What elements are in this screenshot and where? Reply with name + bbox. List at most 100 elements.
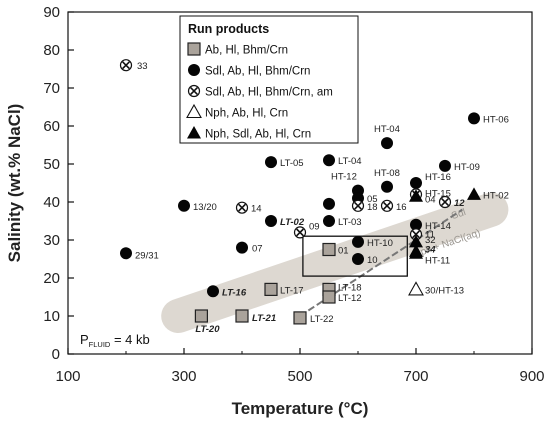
square-marker [322,242,336,257]
point-label: HT-09 [454,162,480,173]
point-label: 14 [251,204,262,215]
marker-tri_fill [467,187,481,200]
marker-tri_open [186,103,202,119]
marker-sq [264,282,278,296]
point-label: LT-21 [252,313,276,324]
filled-circle-marker [381,137,393,150]
marker-dot [207,285,219,298]
x-tick-label: 500 [287,368,312,385]
point-label: HT-12 [331,172,357,183]
y-tick-label: 10 [43,308,60,325]
open-triangle-marker [408,281,424,296]
filled-triangle-marker [187,126,201,139]
marker-sq [322,290,336,304]
filled-circle-marker [410,177,422,189]
pressure-note-text: PFLUID = 4 kb [80,332,150,349]
square-marker [264,282,278,296]
crossed-circle-cross [190,87,198,95]
marker-tri_fill [409,234,423,248]
point-label: HT-06 [483,114,509,125]
point-label: 33 [137,61,148,72]
pressure-note-symbol: P [80,332,89,347]
marker-dot [120,247,132,260]
point-label: 01 [338,246,349,257]
legend-item-label: Sdl, Ab, Hl, Bhm/Crn, am [205,87,333,99]
crossed-circle-cross [238,203,246,212]
point-label: LT-03 [338,217,362,228]
marker-xdot [119,59,133,72]
x-tick-label: 300 [171,368,196,385]
marker-sq [322,242,336,257]
y-tick-label: 20 [43,270,60,287]
point-label: LT-02 [280,217,305,228]
crossed-circle-cross [441,198,449,206]
pressure-note-value: = 4 kb [110,332,149,347]
pressure-note: PFLUID = 4 kb [80,332,150,349]
filled-circle-marker [381,180,393,193]
point-label: 10 [367,255,378,266]
stability-band [161,192,509,333]
marker-dot [410,177,422,189]
marker-xdot [380,199,394,212]
point-label: HT-16 [425,172,451,183]
y-tick-label: 70 [43,80,60,97]
y-tick-label: 90 [43,4,60,21]
point-label: 32 [425,235,436,246]
square-marker [322,290,336,304]
marker-xdot [187,84,201,98]
marker-xdot [438,195,452,209]
marker-dot [178,199,190,212]
y-tick-label: 80 [43,42,60,59]
point-label: 07 [252,244,263,255]
marker-tri_open [408,281,424,296]
marker-tri_fill [187,126,201,139]
point-label: 11 [425,229,435,240]
point-label: LT-12 [338,293,362,304]
y-axis-title: Salinity (wt.% NaCl) [5,104,24,263]
point-label: 09 [309,221,320,232]
filled-circle-marker [236,241,248,254]
point-label: LT-20 [195,324,220,335]
marker-dot [381,137,393,150]
point-label: 34 [425,244,436,255]
legend-item-label: Nph, Sdl, Ab, Hl, Crn [205,129,311,141]
x-tick-label: 100 [55,368,80,385]
crossed-circle-cross [122,61,130,70]
marker-xdot [235,201,249,214]
highlight-box-layer [302,235,408,277]
band-label-upper: Sdl [450,207,467,222]
square-marker [235,309,249,323]
legend-item-label: Ab, Hl, Bhm/Crn [205,45,288,57]
filled-triangle-marker [409,189,423,202]
point-label: 04 [425,194,436,205]
point-label: 30/HT-13 [425,285,464,296]
marker-dot [439,159,451,172]
point-label: HT-02 [483,190,509,201]
crossed-circle-cross [412,230,420,239]
marker-dot [352,253,364,265]
marker-dot [265,215,277,227]
marker-dot [265,156,277,169]
filled-circle-marker [265,215,277,227]
filled-circle-marker [439,159,451,172]
open-triangle-marker [186,103,202,119]
filled-circle-marker [410,218,422,231]
crossed-circle-cross [354,201,362,210]
y-tick-label: 50 [43,156,60,173]
marker-sq [235,309,249,323]
filled-circle-marker [323,215,335,227]
point-label: 18 [367,202,378,213]
marker-dot [381,180,393,193]
point-label: LT-04 [338,156,362,167]
filled-triangle-marker [467,187,481,200]
marker-dot [323,215,335,227]
point-label: HT-15 [425,188,451,199]
highlight-box [302,235,408,277]
legend: Run products Ab, Hl, Bhm/Crn Sdl, Ab, Hl, … [179,15,359,144]
point-label: HT-08 [374,168,400,179]
point-label: 12 [454,198,465,209]
marker-dot [352,235,364,248]
marker-dot [236,241,248,254]
filled-triangle-marker [409,234,423,248]
